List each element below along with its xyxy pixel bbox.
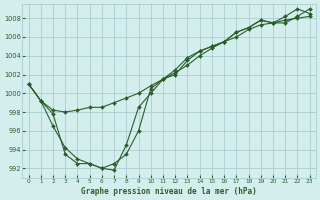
X-axis label: Graphe pression niveau de la mer (hPa): Graphe pression niveau de la mer (hPa)	[81, 187, 257, 196]
